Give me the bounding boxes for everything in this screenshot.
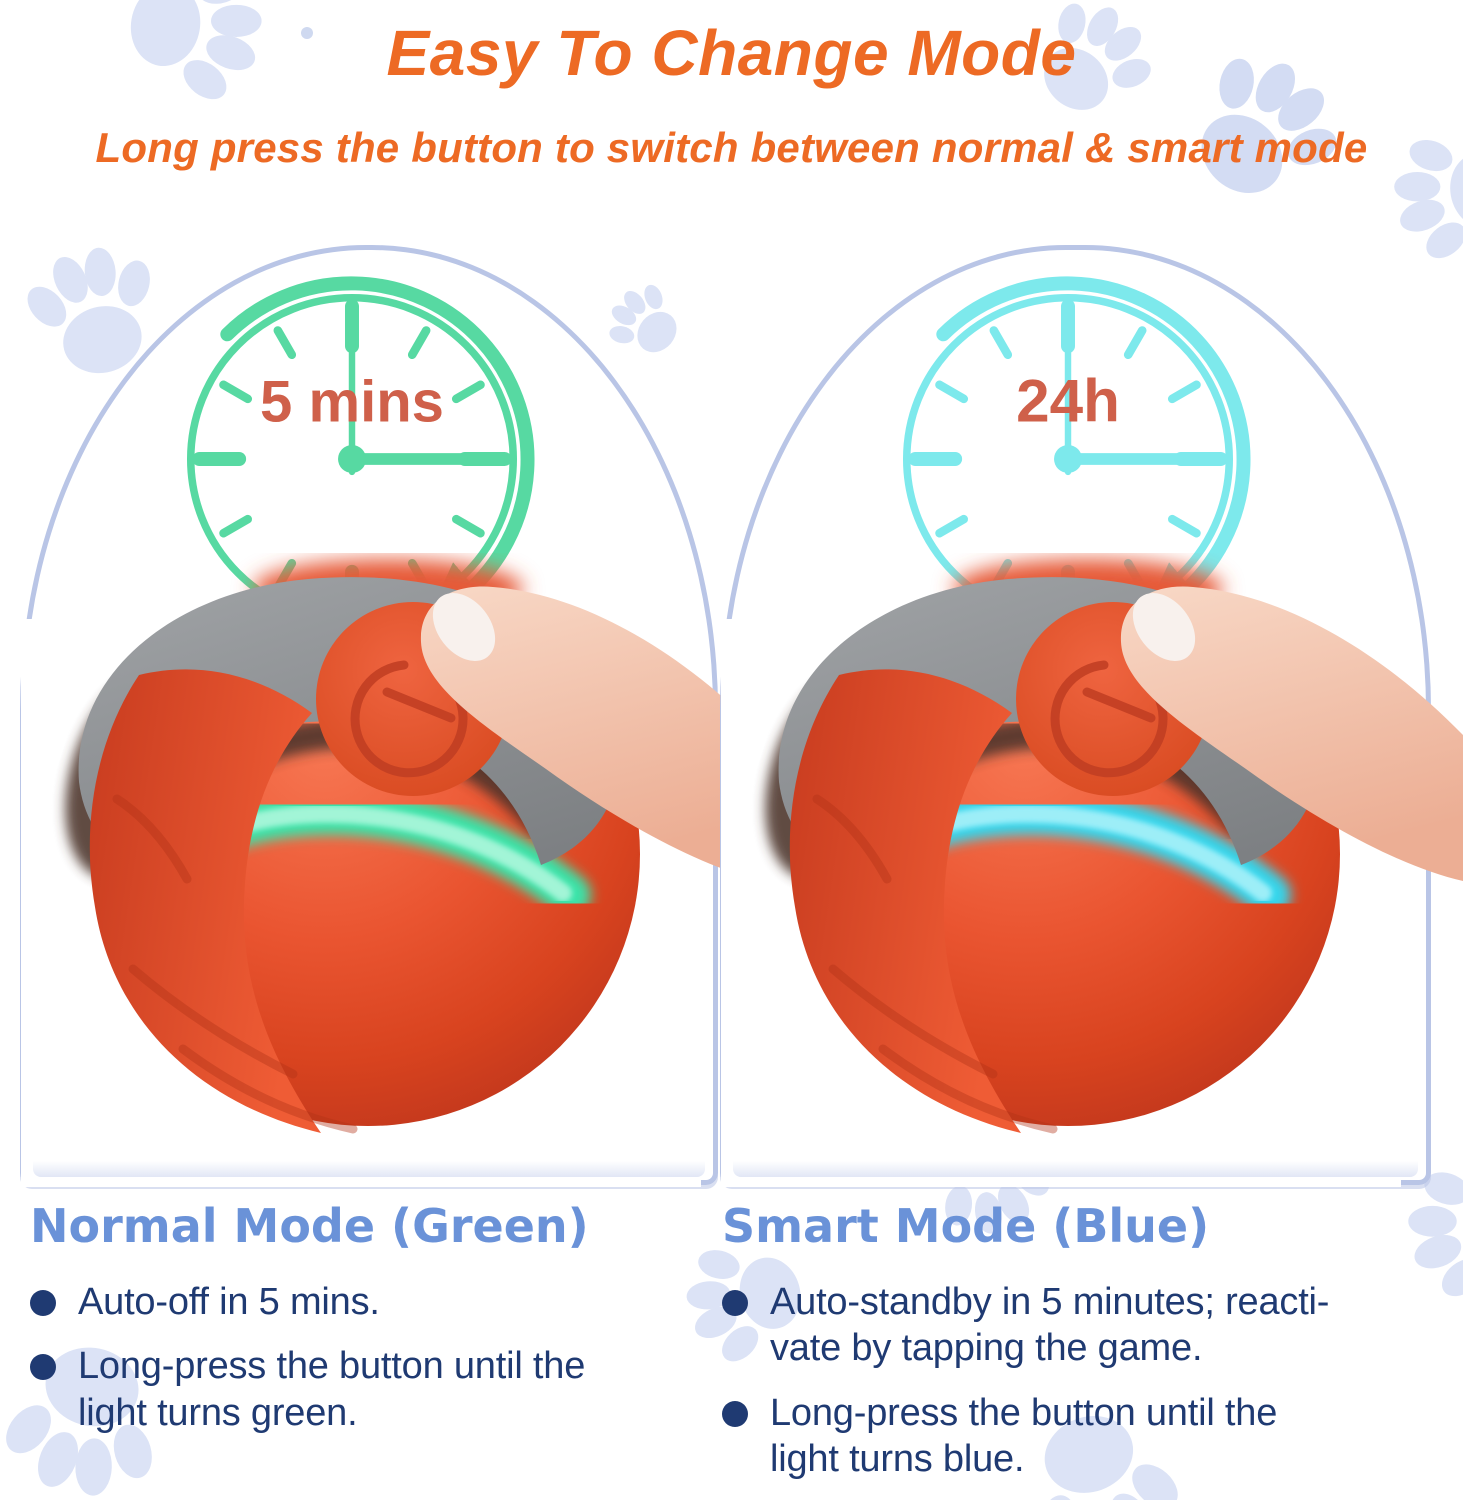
bullet-dot — [30, 1289, 56, 1316]
panel-floor-shadow — [733, 1161, 1418, 1177]
smart-mode-section: Smart Mode (Blue) Auto-standby in 5 minu… — [722, 1200, 1458, 1500]
normal-mode-panel: 5 mins — [20, 245, 763, 1187]
paw-print-icon — [593, 270, 696, 373]
list-item: Long-press the button until the light tu… — [722, 1390, 1458, 1483]
bullet-text: Long-press the button until the light tu… — [770, 1391, 1278, 1480]
page-title: Easy To Change Mode — [386, 17, 1077, 89]
smart-mode-panel: 24h — [720, 245, 1463, 1187]
bullet-text: Auto-off in 5 mins. — [78, 1280, 380, 1323]
paw-dot-icon — [301, 27, 313, 39]
finger — [1120, 586, 1463, 881]
list-item: Auto-standby in 5 minutes; reacti- vate … — [722, 1279, 1458, 1372]
normal-mode-section: Normal Mode (Green) Auto-off in 5 mins. … — [30, 1200, 702, 1454]
normal-mode-heading: Normal Mode (Green) — [30, 1199, 589, 1253]
ball-front-bulge — [89, 669, 321, 1133]
smart-mode-bullet-list: Auto-standby in 5 minutes; reacti- vate … — [722, 1279, 1458, 1482]
ball-photo-normal — [21, 559, 763, 1187]
panel-floor-shadow — [33, 1161, 705, 1177]
timer-clock-icon: 5 mins — [137, 276, 535, 674]
ball-swirl-texture — [812, 794, 1058, 1134]
page-subtitle: Long press the button to switch between … — [95, 124, 1368, 171]
smart-mode-heading: Smart Mode (Blue) — [722, 1199, 1210, 1253]
power-icon — [1050, 660, 1168, 778]
bullet-text: Auto-standby in 5 minutes; reacti- vate … — [770, 1280, 1330, 1370]
power-icon — [350, 660, 468, 778]
normal-mode-bullet-list: Auto-off in 5 mins. Long-press the butto… — [30, 1279, 702, 1436]
ball-front-bulge — [789, 669, 1021, 1133]
ball-photo-smart — [721, 559, 1463, 1187]
list-item: Auto-off in 5 mins. — [30, 1279, 702, 1325]
finger — [420, 586, 763, 881]
timer-duration-label: 5 mins — [260, 369, 444, 434]
timer-duration-label: 24h — [1016, 367, 1120, 434]
clockwise-arrow-icon — [936, 276, 1251, 633]
timer-clock-icon: 24h — [853, 276, 1251, 674]
bullet-dot — [722, 1289, 748, 1316]
bullet-dot — [30, 1354, 56, 1381]
ball-swirl-texture — [112, 794, 358, 1134]
clockwise-arrow-icon — [220, 276, 535, 633]
list-item: Long-press the button until the light tu… — [30, 1343, 702, 1436]
bullet-dot — [722, 1400, 748, 1427]
bullet-text: Long-press the button until the light tu… — [78, 1345, 586, 1434]
